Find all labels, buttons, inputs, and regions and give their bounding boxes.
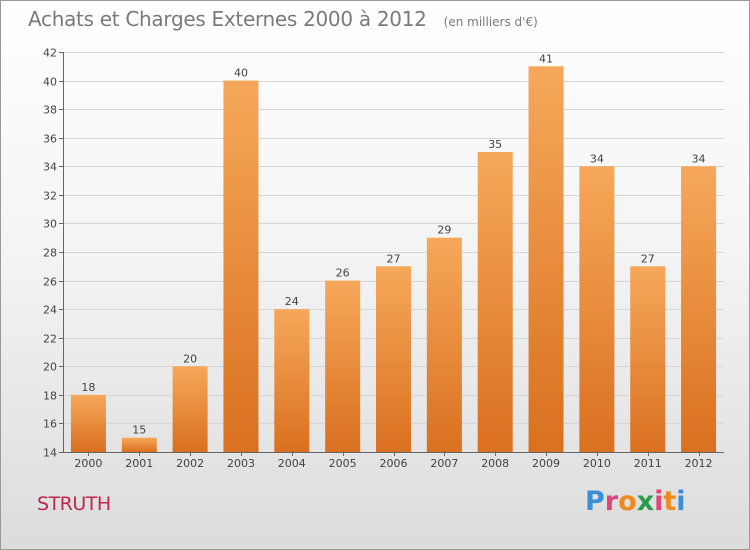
data-label: 41 bbox=[539, 52, 553, 65]
y-tick-label: 22 bbox=[43, 333, 57, 346]
x-tick-label: 2002 bbox=[176, 457, 204, 470]
place-name: STRUTH bbox=[37, 493, 111, 515]
x-tick-label: 2005 bbox=[329, 457, 357, 470]
bar bbox=[325, 280, 361, 452]
bar bbox=[70, 394, 106, 452]
bar bbox=[274, 309, 310, 452]
logo-letter: r bbox=[604, 486, 619, 517]
data-label: 29 bbox=[437, 224, 451, 237]
y-tick-label: 18 bbox=[43, 390, 57, 403]
x-tick-label: 2000 bbox=[74, 457, 102, 470]
y-tick-label: 24 bbox=[43, 304, 57, 317]
data-label: 27 bbox=[641, 252, 655, 265]
y-tick-label: 28 bbox=[43, 247, 57, 260]
data-label: 34 bbox=[590, 152, 604, 165]
x-tick-label: 2007 bbox=[430, 457, 458, 470]
logo-letter: o bbox=[618, 486, 637, 517]
bar bbox=[172, 366, 208, 452]
bar bbox=[528, 66, 564, 453]
x-tick-label: 2001 bbox=[125, 457, 153, 470]
y-tick-label: 38 bbox=[43, 104, 57, 117]
chart-subtitle: (en milliers d'€) bbox=[443, 15, 538, 29]
y-tick-label: 26 bbox=[43, 276, 57, 289]
data-label: 26 bbox=[336, 267, 350, 280]
data-label: 24 bbox=[285, 295, 299, 308]
logo-letter: i bbox=[654, 486, 664, 517]
data-label: 18 bbox=[81, 381, 95, 394]
bars bbox=[70, 66, 717, 453]
y-tick-label: 36 bbox=[43, 133, 57, 146]
data-label: 34 bbox=[692, 152, 706, 165]
y-tick-label: 20 bbox=[43, 361, 57, 374]
data-label: 40 bbox=[234, 67, 248, 80]
bar bbox=[579, 166, 615, 453]
data-label: 35 bbox=[488, 138, 502, 151]
bar bbox=[121, 437, 157, 452]
bar bbox=[376, 266, 411, 452]
chart-title-row: Achats et Charges Externes 2000 à 2012 (… bbox=[28, 7, 538, 31]
logo-letter: x bbox=[636, 486, 655, 517]
bar bbox=[477, 152, 513, 452]
x-tick-label: 2008 bbox=[481, 457, 509, 470]
bar bbox=[630, 266, 666, 452]
logo-letter: t bbox=[663, 486, 677, 517]
logo-letter: i bbox=[676, 486, 686, 517]
x-tick-label: 2006 bbox=[380, 457, 408, 470]
x-tick-label: 2009 bbox=[532, 457, 560, 470]
y-tick-label: 16 bbox=[43, 418, 57, 431]
x-tick-label: 2004 bbox=[278, 457, 306, 470]
x-tick-label: 2011 bbox=[634, 457, 662, 470]
x-tick-label: 2012 bbox=[685, 457, 713, 470]
chart-title: Achats et Charges Externes 2000 à 2012 bbox=[28, 7, 427, 31]
data-labels: 18 15 20 40 24 26 27 29 35 41 34 27 34 bbox=[81, 52, 705, 436]
logo-letter: P bbox=[585, 486, 605, 517]
y-tick-label: 34 bbox=[43, 161, 57, 174]
x-tick-label: 2010 bbox=[583, 457, 611, 470]
axes: 14 16 18 20 22 24 26 28 30 32 34 36 38 40 42 2000 2001 20… bbox=[43, 47, 724, 470]
y-tick-label: 30 bbox=[43, 218, 57, 231]
y-tick-label: 42 bbox=[43, 47, 57, 60]
bar bbox=[223, 80, 259, 453]
data-label: 27 bbox=[387, 252, 401, 265]
bar bbox=[426, 237, 462, 452]
bar bbox=[681, 166, 717, 453]
y-tick-label: 32 bbox=[43, 190, 57, 203]
proxiti-logo[interactable]: Proxiti bbox=[585, 486, 686, 517]
x-tick-label: 2003 bbox=[227, 457, 255, 470]
data-label: 15 bbox=[132, 424, 146, 437]
y-tick-label: 14 bbox=[43, 447, 57, 460]
y-tick-label: 40 bbox=[43, 76, 57, 89]
data-label: 20 bbox=[183, 352, 197, 365]
